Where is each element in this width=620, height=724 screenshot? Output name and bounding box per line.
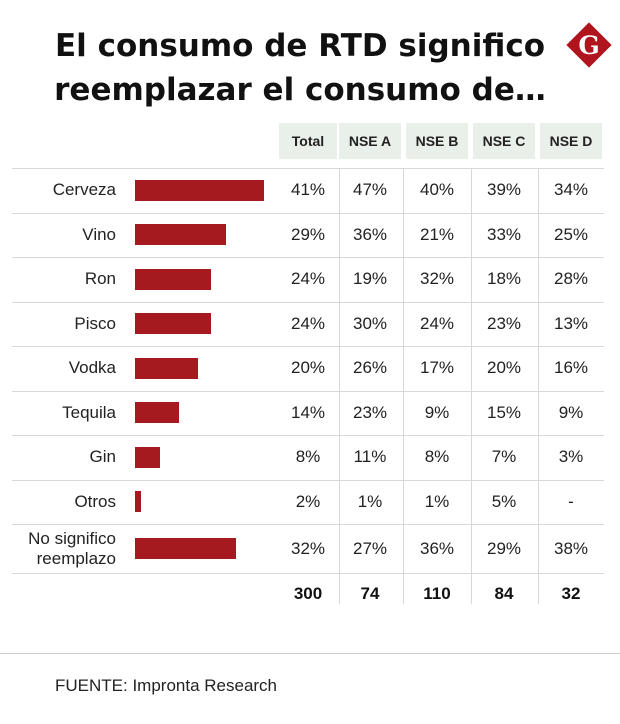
column-divider bbox=[538, 168, 539, 604]
total-cell: 110 bbox=[423, 584, 451, 603]
chart-title: El consumo de RTD significo reemplazar e… bbox=[40, 24, 560, 112]
value-cell: 40% bbox=[419, 180, 455, 200]
row-label: No significo reemplazo bbox=[28, 528, 116, 568]
bar bbox=[135, 313, 211, 335]
value-cell: 32% bbox=[419, 269, 455, 289]
row-label: Pisco bbox=[74, 313, 116, 333]
total-cell: 74 bbox=[360, 584, 380, 603]
row-divider bbox=[12, 212, 604, 214]
value-cell: 15% bbox=[486, 402, 522, 422]
title-line-2: reemplazar el consumo de… bbox=[54, 72, 546, 108]
value-cell: - bbox=[568, 491, 574, 511]
value-cell: 7% bbox=[491, 447, 517, 467]
row-divider bbox=[12, 346, 604, 347]
value-cell: 8% bbox=[424, 447, 450, 467]
value-cell: 9% bbox=[424, 402, 450, 422]
value-cell: 17% bbox=[419, 358, 455, 378]
source-note: FUENTE: Impronta Research bbox=[55, 676, 278, 695]
value-cell: 34% bbox=[553, 180, 589, 200]
row-label: Otros bbox=[74, 491, 116, 511]
value-cell: 11% bbox=[353, 447, 387, 467]
value-cell: 1% bbox=[357, 491, 383, 511]
value-cell: 39% bbox=[486, 180, 522, 200]
value-cell: 8% bbox=[295, 447, 321, 467]
value-cell: 29% bbox=[290, 224, 326, 244]
row-label: Vodka bbox=[68, 358, 116, 378]
logo-letter: G bbox=[578, 31, 599, 60]
value-cell: 27% bbox=[352, 538, 388, 558]
value-cell: 23% bbox=[486, 313, 522, 333]
value-cell: 16% bbox=[553, 358, 589, 378]
row-divider bbox=[12, 257, 604, 258]
bar bbox=[135, 402, 180, 424]
bar bbox=[135, 491, 142, 513]
total-cell: 84 bbox=[494, 584, 514, 603]
column-divider bbox=[403, 168, 404, 604]
footer-divider bbox=[0, 653, 620, 654]
bar bbox=[135, 224, 227, 246]
column-divider bbox=[339, 168, 340, 604]
row-divider bbox=[12, 390, 604, 392]
row-divider bbox=[12, 524, 604, 525]
value-cell: 9% bbox=[558, 402, 584, 422]
value-cell: 24% bbox=[419, 313, 455, 333]
value-cell: 21% bbox=[419, 224, 455, 244]
value-cell: 2% bbox=[295, 491, 321, 511]
column-divider bbox=[471, 168, 472, 604]
bar bbox=[135, 538, 236, 559]
value-cell: 5% bbox=[491, 491, 517, 511]
value-cell: 13% bbox=[553, 313, 589, 333]
value-cell: 24% bbox=[290, 269, 326, 289]
value-cell: 18% bbox=[486, 269, 522, 289]
value-cell: 24% bbox=[290, 313, 326, 333]
column-header: NSE A bbox=[339, 123, 401, 159]
row-divider bbox=[12, 435, 604, 436]
value-cell: 41% bbox=[290, 180, 326, 200]
brand-logo: G bbox=[566, 22, 612, 68]
value-cell: 3% bbox=[558, 447, 584, 467]
bar bbox=[135, 357, 198, 379]
column-header: NSE C bbox=[473, 123, 535, 159]
row-divider bbox=[12, 168, 604, 169]
value-cell: 28% bbox=[553, 269, 589, 289]
row-label: Ron bbox=[84, 269, 116, 289]
value-cell: 47% bbox=[352, 180, 388, 200]
bar bbox=[135, 179, 264, 201]
value-cell: 25% bbox=[553, 224, 589, 244]
row-divider bbox=[12, 479, 604, 481]
value-cell: 23% bbox=[352, 402, 388, 422]
column-header: Total bbox=[279, 123, 337, 159]
value-cell: 29% bbox=[486, 538, 522, 558]
value-cell: 20% bbox=[290, 358, 326, 378]
value-cell: 36% bbox=[419, 538, 455, 558]
value-cell: 19% bbox=[352, 269, 388, 289]
value-cell: 38% bbox=[553, 538, 589, 558]
value-cell: 1% bbox=[424, 491, 450, 511]
row-label: Cerveza bbox=[52, 180, 116, 200]
value-cell: 32% bbox=[290, 538, 326, 558]
bar bbox=[135, 268, 211, 290]
column-header: NSE D bbox=[540, 123, 602, 159]
row-label: Gin bbox=[89, 447, 116, 467]
title-line-1: El consumo de RTD significo bbox=[54, 28, 546, 64]
row-label: Vino bbox=[82, 224, 116, 244]
row-label: Tequila bbox=[62, 402, 116, 422]
total-cell: 300 bbox=[293, 584, 323, 603]
bar bbox=[135, 446, 161, 468]
value-cell: 36% bbox=[352, 224, 388, 244]
value-cell: 26% bbox=[352, 358, 388, 378]
value-cell: 20% bbox=[486, 358, 522, 378]
value-cell: 33% bbox=[486, 224, 522, 244]
value-cell: 14% bbox=[290, 402, 326, 422]
column-header: NSE B bbox=[406, 123, 468, 159]
row-divider bbox=[12, 301, 604, 303]
total-cell: 32 bbox=[561, 584, 581, 603]
value-cell: 30% bbox=[352, 313, 388, 333]
row-divider bbox=[12, 573, 604, 574]
